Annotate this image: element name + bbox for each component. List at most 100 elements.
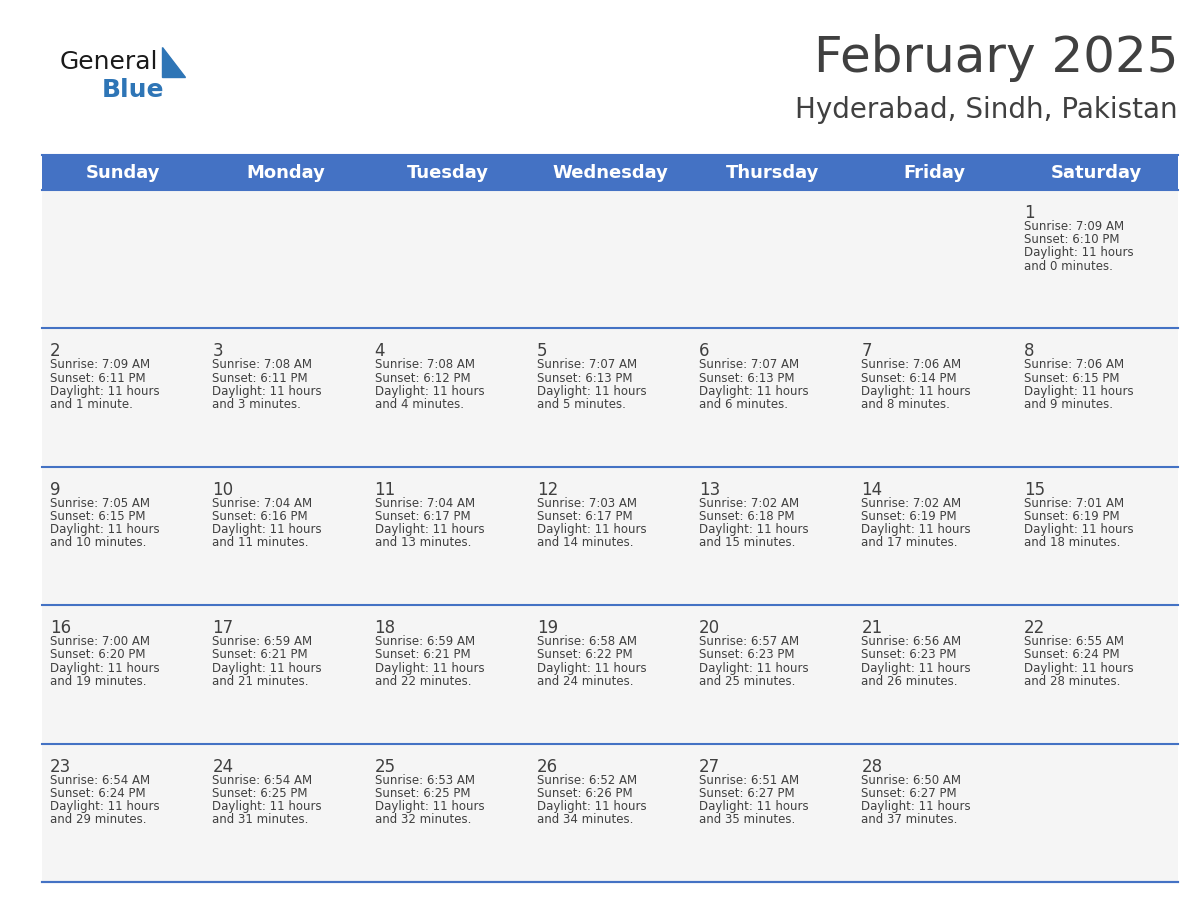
- Text: Daylight: 11 hours: Daylight: 11 hours: [1024, 385, 1133, 397]
- Text: and 13 minutes.: and 13 minutes.: [374, 536, 470, 549]
- Text: 15: 15: [1024, 481, 1044, 498]
- Text: 17: 17: [213, 620, 233, 637]
- Text: and 26 minutes.: and 26 minutes.: [861, 675, 958, 688]
- Text: 11: 11: [374, 481, 396, 498]
- Text: 26: 26: [537, 757, 558, 776]
- Text: Daylight: 11 hours: Daylight: 11 hours: [374, 800, 485, 813]
- Text: and 22 minutes.: and 22 minutes.: [374, 675, 472, 688]
- Text: and 5 minutes.: and 5 minutes.: [537, 397, 626, 411]
- Text: Sunrise: 7:08 AM: Sunrise: 7:08 AM: [213, 358, 312, 372]
- Text: Sunrise: 6:53 AM: Sunrise: 6:53 AM: [374, 774, 474, 787]
- Text: and 21 minutes.: and 21 minutes.: [213, 675, 309, 688]
- Text: Sunset: 6:25 PM: Sunset: 6:25 PM: [213, 787, 308, 800]
- Text: Daylight: 11 hours: Daylight: 11 hours: [1024, 246, 1133, 260]
- Text: Sunrise: 7:02 AM: Sunrise: 7:02 AM: [700, 497, 800, 509]
- Text: Sunrise: 6:57 AM: Sunrise: 6:57 AM: [700, 635, 800, 648]
- Text: Sunset: 6:21 PM: Sunset: 6:21 PM: [374, 648, 470, 661]
- Text: February 2025: February 2025: [814, 34, 1178, 82]
- Text: Sunset: 6:19 PM: Sunset: 6:19 PM: [861, 510, 958, 523]
- Text: Sunset: 6:23 PM: Sunset: 6:23 PM: [861, 648, 956, 661]
- Text: Sunset: 6:27 PM: Sunset: 6:27 PM: [861, 787, 958, 800]
- Text: Sunrise: 7:08 AM: Sunrise: 7:08 AM: [374, 358, 474, 372]
- Text: 5: 5: [537, 342, 548, 361]
- Text: 12: 12: [537, 481, 558, 498]
- Text: and 1 minute.: and 1 minute.: [50, 397, 133, 411]
- Text: Sunrise: 6:54 AM: Sunrise: 6:54 AM: [213, 774, 312, 787]
- Text: Daylight: 11 hours: Daylight: 11 hours: [1024, 662, 1133, 675]
- Text: Friday: Friday: [904, 163, 966, 182]
- Text: Sunset: 6:16 PM: Sunset: 6:16 PM: [213, 510, 308, 523]
- Text: Sunrise: 7:00 AM: Sunrise: 7:00 AM: [50, 635, 150, 648]
- Text: and 29 minutes.: and 29 minutes.: [50, 813, 146, 826]
- Text: 8: 8: [1024, 342, 1035, 361]
- Text: General: General: [61, 50, 158, 74]
- Text: and 11 minutes.: and 11 minutes.: [213, 536, 309, 549]
- Text: Daylight: 11 hours: Daylight: 11 hours: [213, 800, 322, 813]
- Text: and 34 minutes.: and 34 minutes.: [537, 813, 633, 826]
- Text: Daylight: 11 hours: Daylight: 11 hours: [50, 800, 159, 813]
- Text: 4: 4: [374, 342, 385, 361]
- Text: and 8 minutes.: and 8 minutes.: [861, 397, 950, 411]
- Text: 27: 27: [700, 757, 720, 776]
- Text: Daylight: 11 hours: Daylight: 11 hours: [374, 523, 485, 536]
- Text: Daylight: 11 hours: Daylight: 11 hours: [861, 662, 971, 675]
- Text: Sunset: 6:24 PM: Sunset: 6:24 PM: [1024, 648, 1119, 661]
- Text: Sunrise: 6:52 AM: Sunrise: 6:52 AM: [537, 774, 637, 787]
- Text: 1: 1: [1024, 204, 1035, 222]
- Text: Sunset: 6:10 PM: Sunset: 6:10 PM: [1024, 233, 1119, 246]
- Text: 9: 9: [50, 481, 61, 498]
- Text: Sunrise: 6:50 AM: Sunrise: 6:50 AM: [861, 774, 961, 787]
- Text: Daylight: 11 hours: Daylight: 11 hours: [374, 385, 485, 397]
- Text: Daylight: 11 hours: Daylight: 11 hours: [213, 662, 322, 675]
- Text: and 17 minutes.: and 17 minutes.: [861, 536, 958, 549]
- Text: and 6 minutes.: and 6 minutes.: [700, 397, 788, 411]
- Text: Sunrise: 6:59 AM: Sunrise: 6:59 AM: [213, 635, 312, 648]
- Text: Sunrise: 7:02 AM: Sunrise: 7:02 AM: [861, 497, 961, 509]
- Text: Sunrise: 7:05 AM: Sunrise: 7:05 AM: [50, 497, 150, 509]
- Text: Sunrise: 7:06 AM: Sunrise: 7:06 AM: [861, 358, 961, 372]
- Text: 6: 6: [700, 342, 709, 361]
- Text: Daylight: 11 hours: Daylight: 11 hours: [537, 385, 646, 397]
- Text: Daylight: 11 hours: Daylight: 11 hours: [537, 523, 646, 536]
- Bar: [42, 605, 1178, 744]
- Text: 3: 3: [213, 342, 223, 361]
- Text: Sunrise: 6:51 AM: Sunrise: 6:51 AM: [700, 774, 800, 787]
- Text: Daylight: 11 hours: Daylight: 11 hours: [700, 523, 809, 536]
- Bar: [42, 466, 1178, 605]
- Bar: [42, 744, 1178, 882]
- Text: Sunset: 6:27 PM: Sunset: 6:27 PM: [700, 787, 795, 800]
- Text: Sunset: 6:26 PM: Sunset: 6:26 PM: [537, 787, 632, 800]
- Text: Sunrise: 7:09 AM: Sunrise: 7:09 AM: [1024, 220, 1124, 233]
- Text: Sunset: 6:25 PM: Sunset: 6:25 PM: [374, 787, 470, 800]
- Text: and 0 minutes.: and 0 minutes.: [1024, 260, 1113, 273]
- Text: Daylight: 11 hours: Daylight: 11 hours: [861, 385, 971, 397]
- Polygon shape: [162, 47, 185, 77]
- Text: and 31 minutes.: and 31 minutes.: [213, 813, 309, 826]
- Text: Sunset: 6:12 PM: Sunset: 6:12 PM: [374, 372, 470, 385]
- Text: and 15 minutes.: and 15 minutes.: [700, 536, 796, 549]
- Text: 2: 2: [50, 342, 61, 361]
- Text: Sunset: 6:15 PM: Sunset: 6:15 PM: [1024, 372, 1119, 385]
- Text: and 3 minutes.: and 3 minutes.: [213, 397, 302, 411]
- Text: 16: 16: [50, 620, 71, 637]
- Text: Sunset: 6:13 PM: Sunset: 6:13 PM: [700, 372, 795, 385]
- Text: Wednesday: Wednesday: [552, 163, 668, 182]
- Text: Saturday: Saturday: [1051, 163, 1143, 182]
- Text: and 25 minutes.: and 25 minutes.: [700, 675, 796, 688]
- Text: Sunset: 6:11 PM: Sunset: 6:11 PM: [213, 372, 308, 385]
- Text: 25: 25: [374, 757, 396, 776]
- Text: 13: 13: [700, 481, 720, 498]
- Text: and 14 minutes.: and 14 minutes.: [537, 536, 633, 549]
- Text: Sunset: 6:11 PM: Sunset: 6:11 PM: [50, 372, 146, 385]
- Text: Daylight: 11 hours: Daylight: 11 hours: [213, 385, 322, 397]
- Text: and 32 minutes.: and 32 minutes.: [374, 813, 470, 826]
- Text: and 18 minutes.: and 18 minutes.: [1024, 536, 1120, 549]
- Text: Sunrise: 7:07 AM: Sunrise: 7:07 AM: [537, 358, 637, 372]
- Text: Blue: Blue: [102, 78, 164, 102]
- Text: 21: 21: [861, 620, 883, 637]
- Text: Sunset: 6:14 PM: Sunset: 6:14 PM: [861, 372, 958, 385]
- Text: Sunrise: 6:54 AM: Sunrise: 6:54 AM: [50, 774, 150, 787]
- Text: Daylight: 11 hours: Daylight: 11 hours: [700, 385, 809, 397]
- Text: Sunrise: 7:03 AM: Sunrise: 7:03 AM: [537, 497, 637, 509]
- Text: 24: 24: [213, 757, 233, 776]
